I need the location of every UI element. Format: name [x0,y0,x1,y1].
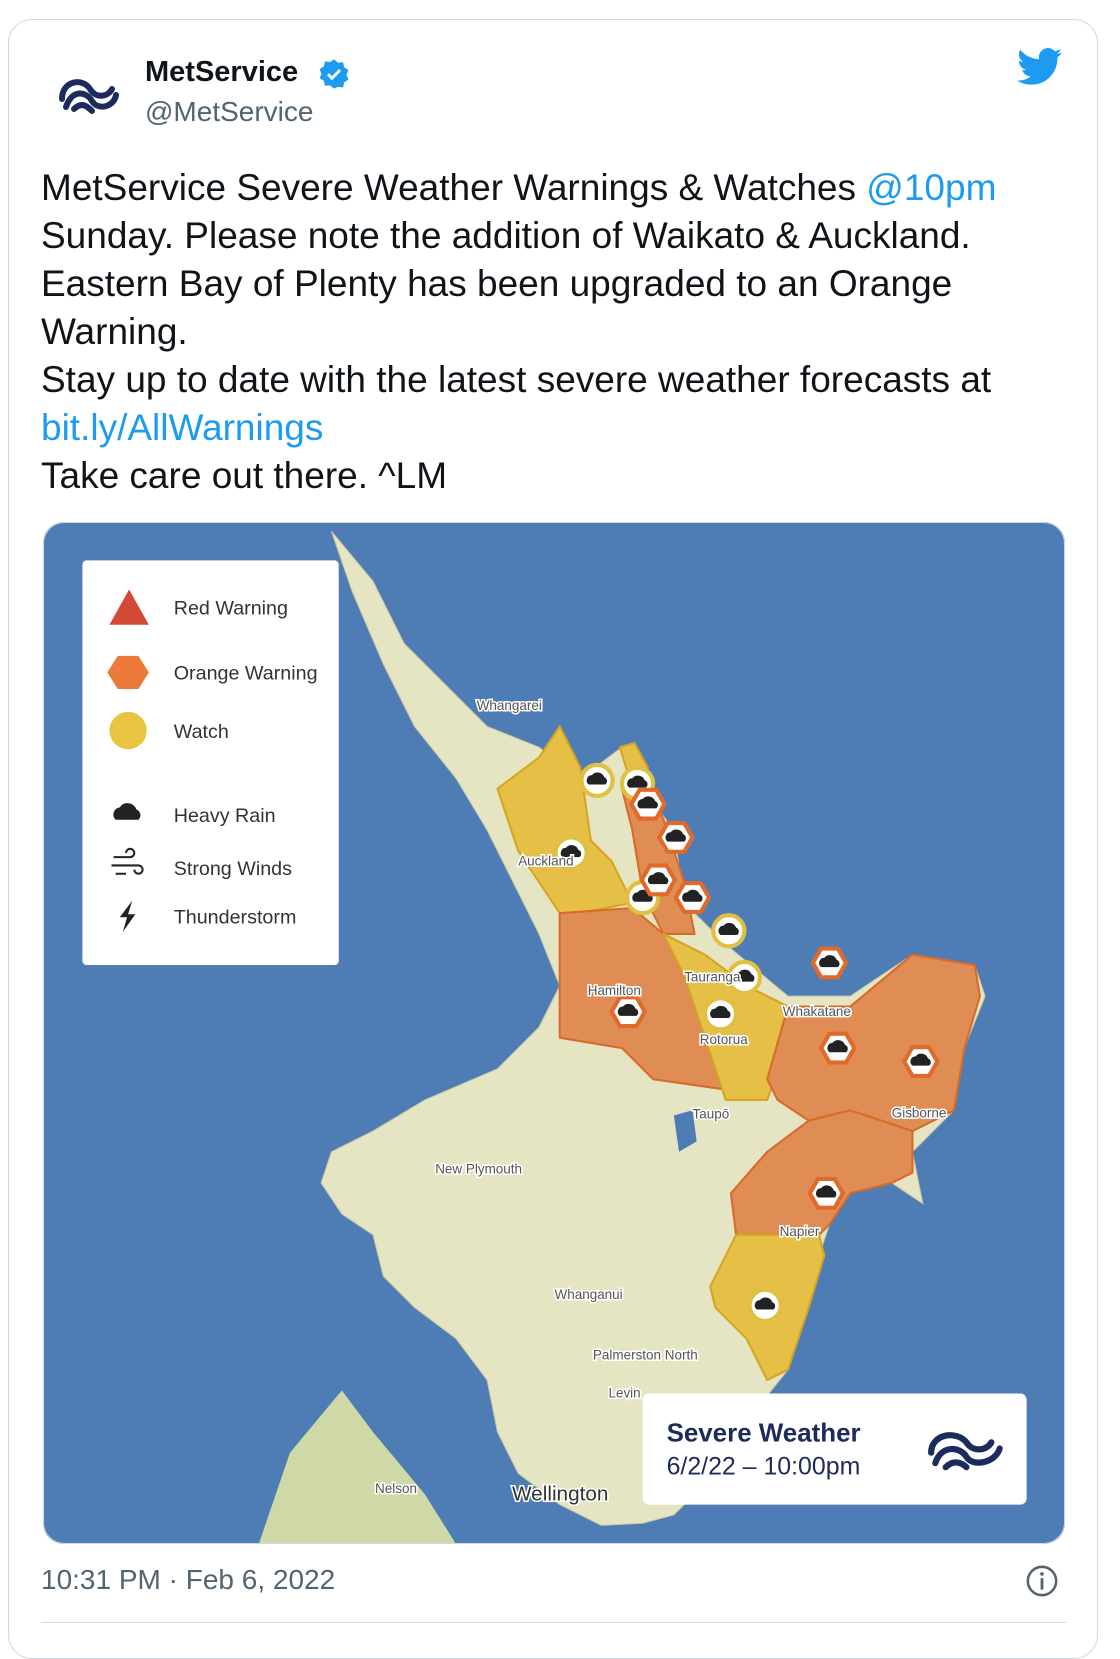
place-label: Auckland [518,853,573,868]
tweet-text-segment: Sunday. Please note the addition of Waik… [41,215,971,352]
tweet-paragraph: Stay up to date with the latest severe w… [41,356,1066,452]
tweet-text-segment: MetService Severe Weather Warnings & Wat… [41,167,867,208]
legend-label: Watch [174,721,229,743]
warning-map[interactable]: Whangarei Auckland Hamilton Tauranga Rotorua… [43,522,1065,1544]
tweet-link[interactable]: bit.ly/AllWarnings [41,407,324,448]
divider [41,1622,1066,1623]
place-label: Whangarei [477,698,542,713]
legend-label: Red Warning [174,597,288,619]
tweet-link[interactable]: @10pm [866,167,997,208]
place-label: Hamilton [588,983,641,998]
rain-icon [682,889,703,902]
rain-icon [560,845,582,858]
place-label: Tauranga [684,970,741,985]
legend-label: Strong Winds [174,858,292,880]
rain-icon [665,829,686,842]
author-handle[interactable]: @MetService [145,96,314,127]
tweet-text-segment: Stay up to date with the latest severe w… [41,359,992,400]
tweet-paragraph: Take care out there. ^LM [41,452,1066,500]
place-label: Wellington [512,1482,609,1505]
author-name[interactable]: MetService [145,56,299,88]
rain-icon [637,796,658,809]
info-icon[interactable] [1025,1564,1059,1598]
rain-icon [754,1297,776,1310]
tweet-text-segment: Take care out there. ^LM [41,455,448,496]
place-label: Levin [608,1386,640,1401]
twitter-logo[interactable] [1017,48,1063,86]
rain-icon [815,1185,837,1198]
badge-date: 6/2/22 – 10:00pm [667,1452,861,1480]
place-label: Nelson [375,1481,417,1496]
place-label: New Plymouth [435,1162,522,1177]
place-label: Napier [780,1224,820,1239]
legend-label: Thunderstorm [174,907,297,929]
rain-icon [617,1003,639,1016]
legend-label: Heavy Rain [174,805,276,827]
rain-icon [827,1040,848,1053]
rain-icon [647,872,669,885]
place-label: Rotorua [700,1032,748,1047]
rain-icon [710,1005,731,1018]
tweet-text: MetService Severe Weather Warnings & Wat… [41,164,1066,500]
rain-icon [819,955,840,968]
verified-badge [319,59,349,89]
place-label: Taupō [693,1107,730,1122]
place-label: Palmerston North [593,1347,698,1362]
timestamp[interactable]: 10:31 PM · Feb 6, 2022 [41,1564,336,1595]
rain-icon [910,1053,931,1066]
rain-icon [718,922,739,935]
tweet-paragraph: MetService Severe Weather Warnings & Wat… [41,164,1066,356]
rain-icon [734,969,755,982]
avatar[interactable] [52,59,126,133]
place-label: Gisborne [892,1106,947,1121]
rain-icon [586,772,608,785]
rain-icon [627,775,648,788]
place-label: Whakatane [783,1004,851,1019]
badge-title: Severe Weather [667,1419,861,1447]
place-label: Whanganui [555,1287,623,1302]
legend-label: Orange Warning [174,663,318,685]
